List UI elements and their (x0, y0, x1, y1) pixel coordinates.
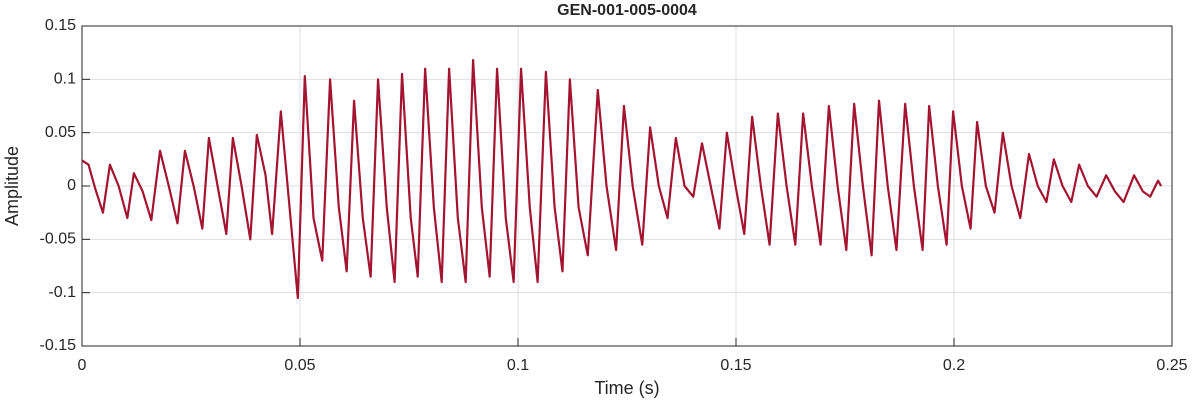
x-tick-label: 0 (78, 357, 87, 374)
y-tick-label: 0.15 (45, 17, 76, 34)
y-tick-label: -0.1 (48, 284, 76, 301)
x-tick-label: 0.25 (1156, 357, 1187, 374)
waveform-line (81, 59, 1163, 300)
x-tick-label: 0.15 (720, 357, 751, 374)
y-tick-label: -0.05 (40, 231, 77, 248)
y-axis-label: Amplitude (2, 146, 22, 226)
y-tick-label: 0.1 (54, 71, 76, 88)
y-tick-label: 0.05 (45, 124, 76, 141)
x-tick-label: 0.1 (507, 357, 529, 374)
chart-title: GEN-001-005-0004 (557, 2, 697, 19)
axes-box (81, 25, 1173, 347)
x-tick-label: 0.2 (943, 357, 965, 374)
x-axis-label: Time (s) (594, 378, 659, 398)
x-tick-label: 0.05 (284, 357, 315, 374)
y-tick-label: 0 (67, 177, 76, 194)
y-tick-label: -0.15 (40, 337, 77, 354)
